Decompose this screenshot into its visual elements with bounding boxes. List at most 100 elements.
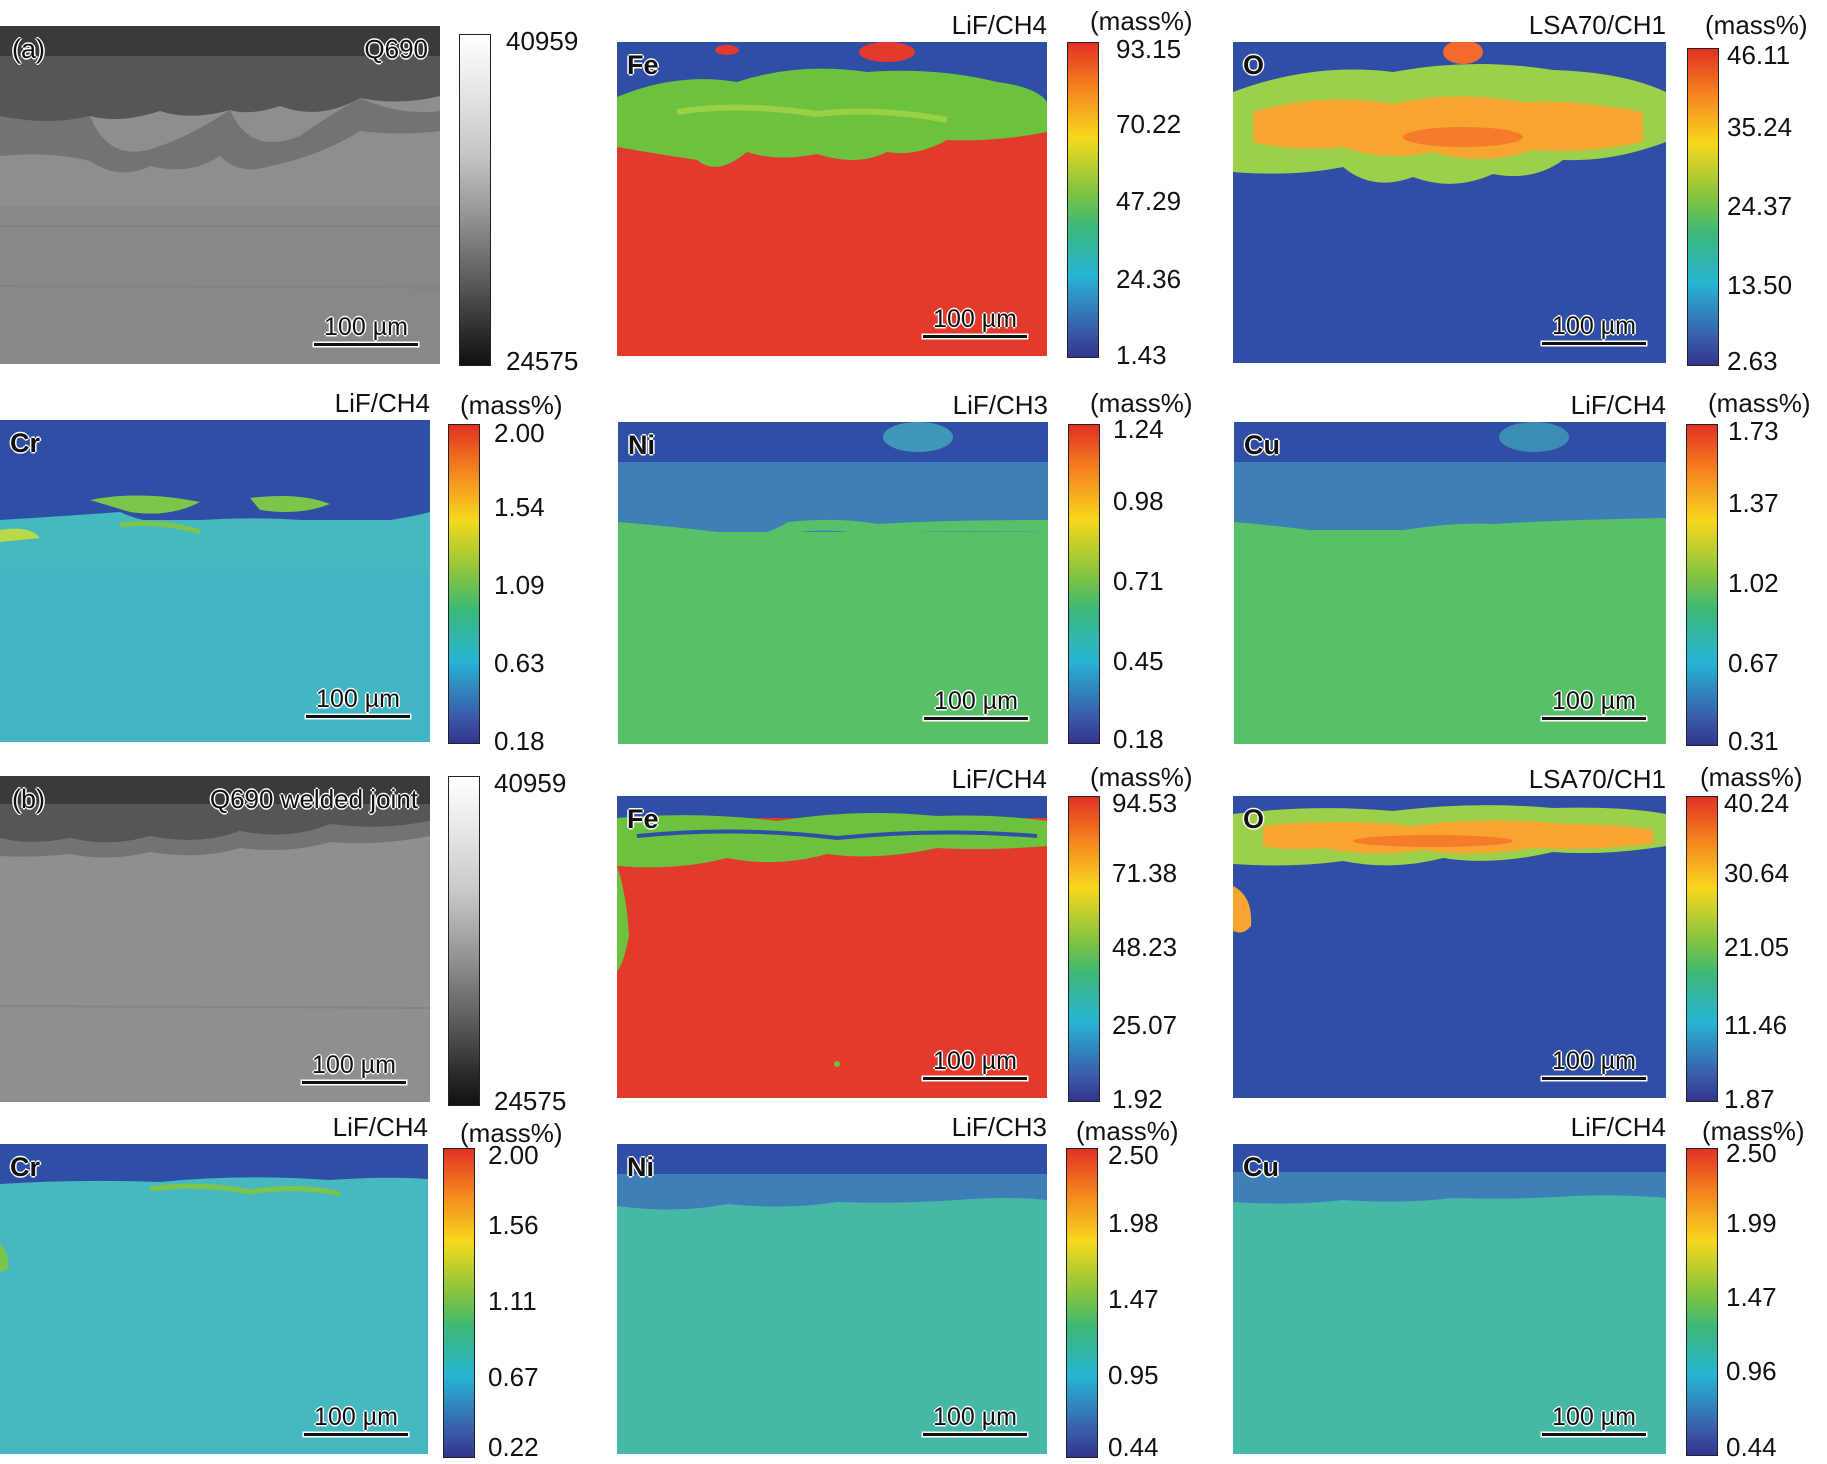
scale-bar-b: 100 µm: [302, 1051, 406, 1084]
crystal-label: LiF/CH4: [334, 388, 430, 418]
tick-label: 11.46: [1724, 1010, 1788, 1040]
crystal-label: LiF/CH4: [1570, 1112, 1666, 1142]
panel-label-a: (a): [12, 34, 45, 64]
grayscale-colorbar-a: [459, 34, 491, 366]
scale-bar-a: 100 µm: [314, 313, 418, 346]
tick-label: 24.37: [1727, 191, 1793, 221]
element-label: Cu: [1243, 1152, 1279, 1182]
scale-line: [1542, 717, 1646, 720]
tick-label: 2.50: [1726, 1138, 1777, 1168]
crystal-label: LiF/CH3: [951, 1112, 1047, 1142]
crystal-label: LiF/CH4: [1570, 390, 1666, 420]
colorbar-o-a: [1687, 48, 1719, 366]
tick-label: 93.15: [1116, 34, 1182, 64]
scale-text: 100 µm: [324, 313, 408, 341]
scale-text: 100 µm: [1552, 312, 1636, 340]
grayscale-min-a: 24575: [506, 346, 579, 376]
o-map-image: [1233, 796, 1666, 1098]
colorbar-o-b: [1686, 796, 1718, 1102]
tick-label: 0.45: [1113, 646, 1164, 676]
unit-label: (mass%): [1702, 1116, 1805, 1146]
tick-label: 1.09: [494, 570, 545, 600]
tick-label: 40.24: [1724, 788, 1790, 818]
tick-label: 0.67: [1728, 648, 1779, 678]
map-o-b: O LSA70/CH1 100 µm: [1233, 764, 1666, 1098]
scale-bar: 100 µm: [923, 1403, 1027, 1436]
unit-label: (mass%): [1076, 1116, 1179, 1146]
element-label: Ni: [627, 1152, 654, 1182]
element-label: O: [1243, 804, 1265, 834]
scale-bar: 100 µm: [306, 685, 410, 718]
map-o-a: O LSA70/CH1 100 µm: [1233, 10, 1666, 363]
map-ni-b: Ni LiF/CH3 100 µm: [617, 1112, 1047, 1454]
tick-label: 0.71: [1113, 566, 1164, 596]
tick-label: 70.22: [1116, 109, 1182, 139]
tick-label: 2.00: [494, 418, 545, 448]
tick-label: 0.67: [488, 1362, 539, 1392]
tick-label: 0.44: [1108, 1432, 1159, 1462]
scale-bar: 100 µm: [1542, 1047, 1646, 1080]
scale-text: 100 µm: [933, 1047, 1017, 1075]
tick-label: 0.44: [1726, 1432, 1777, 1462]
colorbar-cr-a: [448, 424, 480, 744]
tick-label: 94.53: [1112, 788, 1178, 818]
sample-label-b: Q690 welded joint: [209, 784, 418, 814]
unit-label: (mass%): [460, 1118, 563, 1148]
tick-label: 48.23: [1112, 932, 1178, 962]
scale-line: [314, 343, 418, 346]
scale-bar: 100 µm: [1542, 687, 1646, 720]
cu-map-image: [1234, 422, 1666, 744]
scale-line: [1542, 1077, 1646, 1080]
map-ni-a: Ni LiF/CH3 100 µm: [618, 390, 1048, 744]
scale-text: 100 µm: [1552, 687, 1636, 715]
scale-text: 100 µm: [1552, 1403, 1636, 1431]
scale-line: [923, 335, 1027, 338]
scale-line: [923, 1433, 1027, 1436]
sem-panel-a: (a) Q690 100 µm: [0, 26, 440, 364]
scale-line: [302, 1081, 406, 1084]
scale-line: [1542, 1433, 1646, 1436]
crystal-label: LSA70/CH1: [1528, 10, 1666, 40]
tick-label: 1.87: [1724, 1084, 1775, 1114]
tick-label: 1.99: [1726, 1208, 1777, 1238]
crystal-label: LiF/CH4: [951, 764, 1047, 794]
tick-label: 1.47: [1726, 1282, 1777, 1312]
tick-label: 0.18: [1113, 724, 1164, 754]
grayscale-colorbar-b: [448, 776, 480, 1106]
tick-label: 0.95: [1108, 1360, 1159, 1390]
tick-label: 1.37: [1728, 488, 1779, 518]
tick-label: 0.96: [1726, 1356, 1777, 1386]
scale-line: [304, 1433, 408, 1436]
element-label: Cr: [10, 428, 41, 458]
unit-label: (mass%): [1708, 388, 1811, 418]
scale-text: 100 µm: [933, 1403, 1017, 1431]
crystal-label: LSA70/CH1: [1528, 764, 1666, 794]
sem-panel-b: (b) Q690 welded joint 100 µm: [0, 776, 430, 1102]
tick-label: 71.38: [1112, 858, 1178, 888]
map-cr-b: Cr LiF/CH4 100 µm: [0, 1112, 428, 1454]
colorbar-ni-b: [1066, 1148, 1098, 1458]
tick-label: 25.07: [1112, 1010, 1178, 1040]
element-label: Ni: [628, 430, 655, 460]
colorbar-fe-a: [1067, 42, 1099, 358]
scale-text: 100 µm: [314, 1403, 398, 1431]
colorbar-ni-a: [1068, 424, 1100, 744]
map-fe-a: Fe LiF/CH4 100 µm: [617, 10, 1047, 356]
tick-label: 35.24: [1727, 112, 1793, 142]
grayscale-max-b: 40959: [494, 768, 567, 798]
tick-label: 30.64: [1724, 858, 1790, 888]
tick-label: 1.98: [1108, 1208, 1159, 1238]
ni-map-image: [617, 1144, 1047, 1454]
element-label: O: [1243, 50, 1265, 80]
map-cu-b: Cu LiF/CH4 100 µm: [1233, 1112, 1666, 1454]
scale-line: [923, 1077, 1027, 1080]
scale-bar: 100 µm: [924, 687, 1028, 720]
tick-label: 0.98: [1113, 486, 1164, 516]
scale-line: [306, 715, 410, 718]
sem-image-b: [0, 776, 430, 1102]
scale-bar: 100 µm: [1542, 1403, 1646, 1436]
unit-label: (mass%): [1090, 388, 1193, 418]
tick-label: 13.50: [1727, 270, 1793, 300]
colorbar-cr-b: [443, 1148, 475, 1458]
tick-label: 46.11: [1727, 40, 1791, 70]
